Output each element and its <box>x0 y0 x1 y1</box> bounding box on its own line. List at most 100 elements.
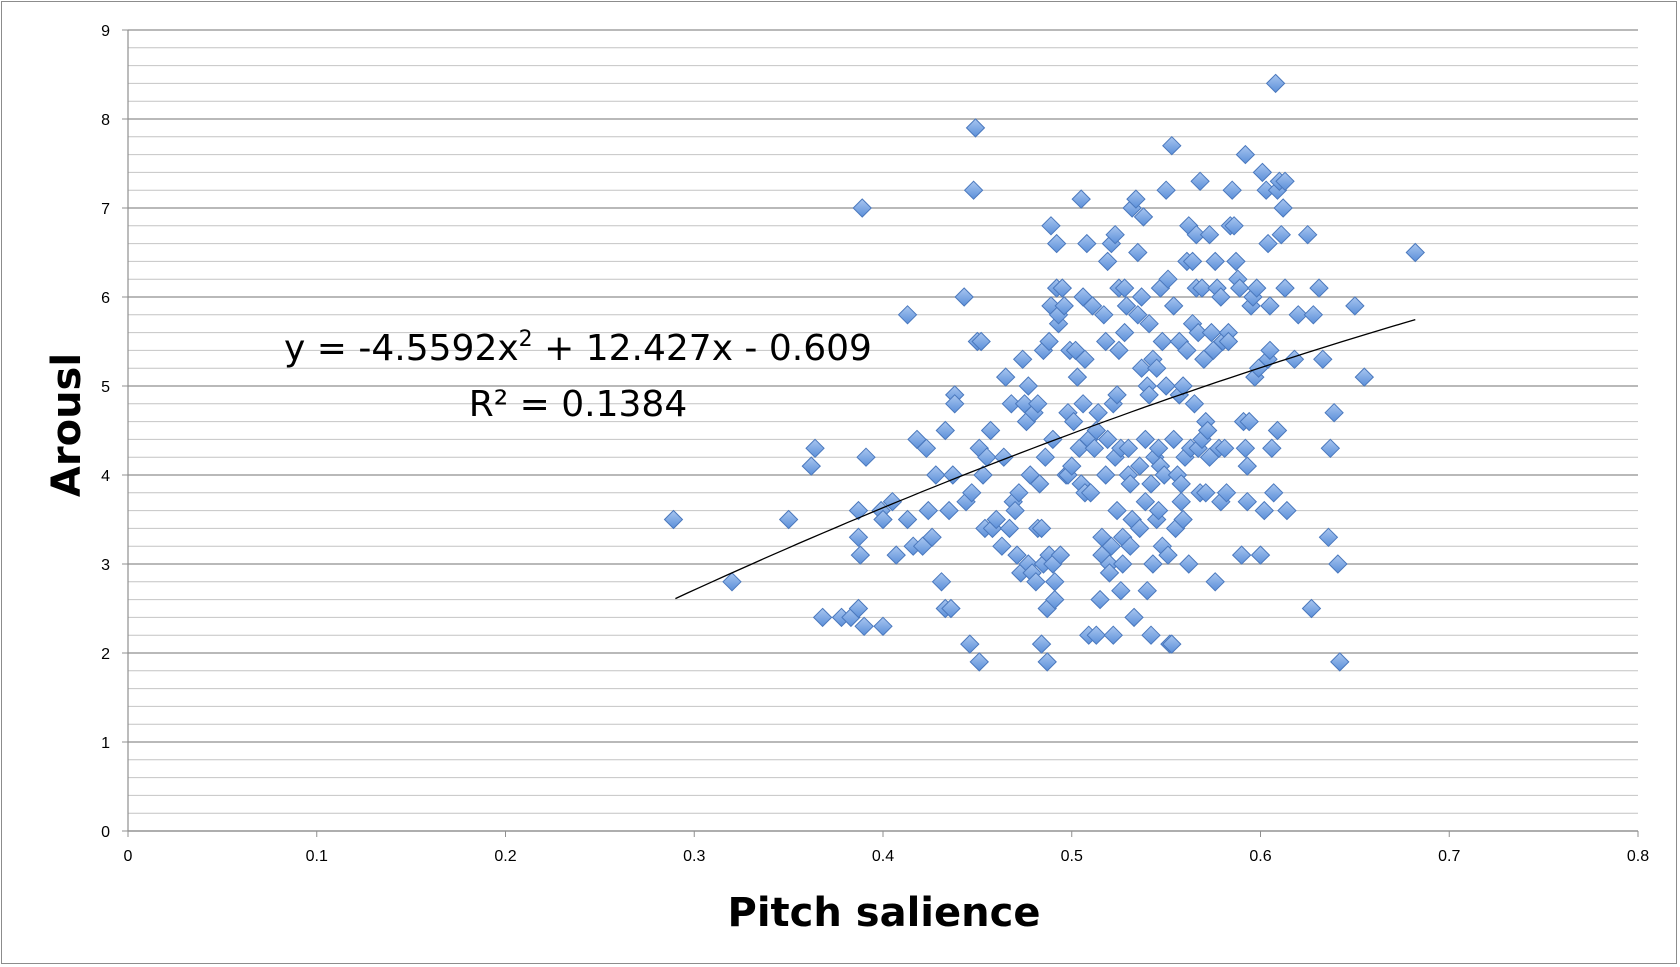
data-point <box>1273 198 1293 218</box>
data-point <box>1405 242 1425 263</box>
data-point <box>1107 500 1127 521</box>
data-point <box>963 180 984 200</box>
data-point <box>1001 394 1022 414</box>
data-point <box>1109 340 1129 361</box>
data-point <box>1271 224 1291 245</box>
data-point <box>1156 376 1176 396</box>
data-point <box>1088 402 1108 423</box>
data-point <box>1096 331 1116 352</box>
data-point <box>1275 278 1295 298</box>
data-point <box>1324 402 1344 423</box>
data-point <box>939 500 959 521</box>
data-point <box>1080 483 1101 503</box>
data-point <box>1096 465 1116 485</box>
data-point <box>1345 296 1365 316</box>
data-point <box>935 420 955 441</box>
data-point <box>1226 251 1246 272</box>
data-point <box>941 598 961 619</box>
data-point <box>1260 296 1280 316</box>
data-point <box>1173 509 1193 530</box>
data-point <box>1077 233 1097 254</box>
x-tick-label: 0.8 <box>1627 848 1649 865</box>
y-tick-label: 6 <box>101 290 110 307</box>
data-point <box>1054 296 1074 316</box>
data-point <box>1330 652 1350 672</box>
y-tick-label: 8 <box>101 112 110 129</box>
data-point <box>1163 296 1184 316</box>
data-point <box>848 527 869 548</box>
data-point <box>1239 411 1259 432</box>
data-point <box>1148 500 1169 521</box>
data-point <box>1277 500 1297 521</box>
data-point <box>1116 296 1137 316</box>
data-point <box>1135 429 1156 450</box>
data-point <box>1113 554 1133 574</box>
y-tick-label: 3 <box>101 557 110 574</box>
data-point <box>1158 269 1178 289</box>
data-point <box>1250 545 1271 565</box>
data-point <box>918 500 939 521</box>
data-point <box>1224 216 1244 236</box>
data-point <box>1046 233 1067 254</box>
data-point <box>1114 322 1135 343</box>
data-point <box>848 500 869 521</box>
data-point <box>1197 420 1218 441</box>
data-point <box>1318 527 1339 548</box>
data-point <box>999 518 1020 539</box>
data-point <box>1265 73 1286 94</box>
data-point <box>1275 171 1295 192</box>
data-point <box>873 616 893 637</box>
data-point <box>1143 554 1163 574</box>
data-point <box>1262 438 1282 459</box>
data-point <box>992 536 1012 556</box>
trendline-r-squared: R² = 0.1384 <box>469 384 687 425</box>
x-tick-label: 0.3 <box>683 848 705 865</box>
data-point <box>1133 207 1154 227</box>
data-point <box>1131 287 1152 307</box>
data-point <box>1007 545 1027 565</box>
data-point <box>1258 233 1278 254</box>
data-point <box>1148 438 1169 459</box>
x-axis-title: Pitch salience <box>728 890 1041 936</box>
data-point <box>1179 554 1199 574</box>
data-point <box>943 465 963 485</box>
data-point <box>1201 322 1222 343</box>
data-point <box>801 456 821 476</box>
data-point <box>897 305 918 325</box>
data-point <box>1199 224 1220 245</box>
data-point <box>1129 518 1150 539</box>
data-point <box>1114 278 1135 298</box>
y-tick-label: 9 <box>101 23 110 40</box>
data-point <box>1005 500 1025 521</box>
data-point <box>1105 224 1125 245</box>
data-point <box>1184 394 1205 414</box>
data-point <box>986 509 1006 530</box>
data-point <box>969 652 989 672</box>
data-point <box>1154 465 1174 485</box>
data-point <box>1018 376 1039 396</box>
data-point <box>1086 625 1106 645</box>
data-point <box>954 287 974 307</box>
data-point <box>1218 331 1239 352</box>
data-point <box>1260 340 1280 361</box>
data-point <box>1103 625 1123 645</box>
data-point <box>1120 536 1140 556</box>
equation-superscript: 2 <box>519 327 533 352</box>
y-tick-label: 4 <box>101 468 110 485</box>
data-point <box>1101 536 1122 556</box>
data-point <box>1309 278 1329 298</box>
x-tick-label: 0.2 <box>494 848 516 865</box>
data-point <box>1171 491 1191 512</box>
data-point <box>1205 251 1225 272</box>
data-point <box>663 509 684 530</box>
data-point <box>1192 278 1212 298</box>
data-point <box>1129 456 1150 476</box>
data-point <box>1158 545 1178 565</box>
data-point <box>962 483 982 503</box>
data-point <box>1028 394 1048 414</box>
data-point <box>1146 358 1167 378</box>
data-point <box>1182 251 1203 272</box>
data-point <box>1075 349 1095 370</box>
data-point <box>1141 625 1161 645</box>
